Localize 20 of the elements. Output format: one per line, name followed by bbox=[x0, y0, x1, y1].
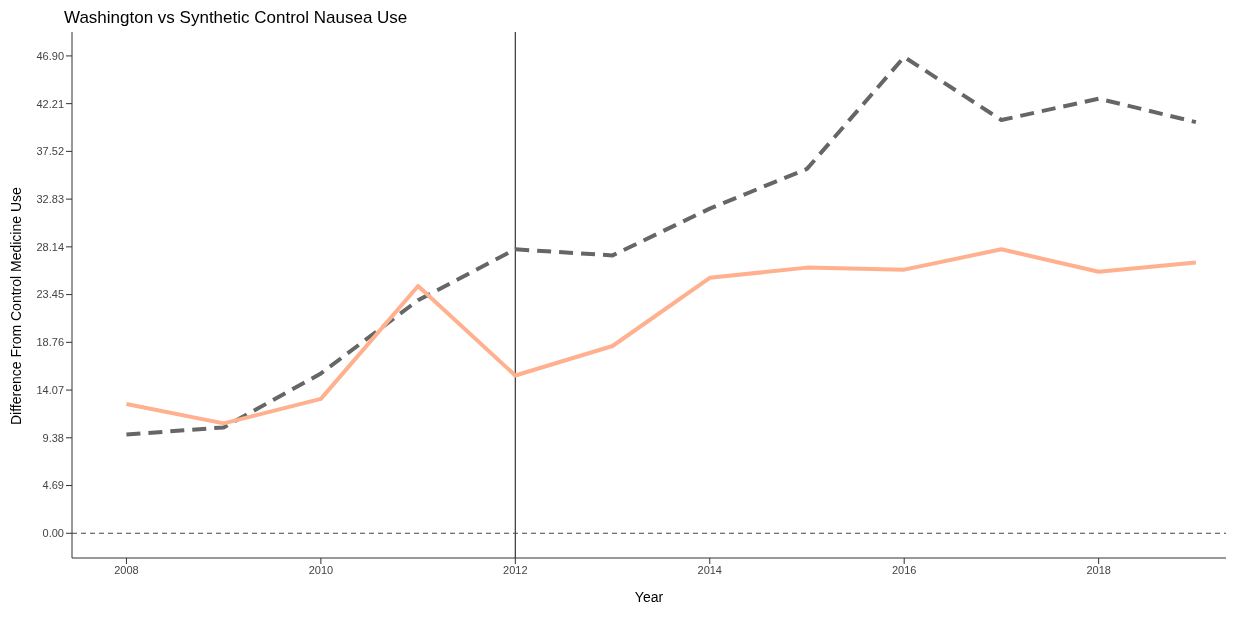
y-tick-label: 42.21 bbox=[36, 97, 64, 110]
y-tick-label: 18.76 bbox=[36, 336, 64, 349]
y-tick-label: 46.90 bbox=[36, 49, 64, 62]
x-tick-label: 2018 bbox=[1086, 563, 1111, 576]
y-tick-label: 9.38 bbox=[42, 431, 64, 444]
x-tick-label: 2008 bbox=[114, 563, 139, 576]
y-tick-label: 32.83 bbox=[36, 193, 64, 206]
y-tick-label: 28.14 bbox=[36, 240, 64, 253]
x-tick-label: 2016 bbox=[891, 563, 917, 576]
y-tick-label: 4.69 bbox=[42, 479, 64, 492]
x-tick-label: 2014 bbox=[697, 563, 722, 576]
x-tick-label: 2012 bbox=[503, 563, 528, 576]
y-tick-label: 37.52 bbox=[36, 145, 64, 158]
y-tick-label: 23.45 bbox=[36, 288, 64, 301]
x-tick-label: 2010 bbox=[308, 563, 334, 576]
y-tick-label: 0.00 bbox=[42, 527, 64, 540]
chart-title: Washington vs Synthetic Control Nausea Use bbox=[63, 8, 409, 29]
y-tick-label: 14.07 bbox=[36, 383, 64, 396]
y-axis-title: Difference From Control Medicine Use bbox=[7, 186, 24, 425]
x-axis-title: Year bbox=[634, 589, 664, 605]
